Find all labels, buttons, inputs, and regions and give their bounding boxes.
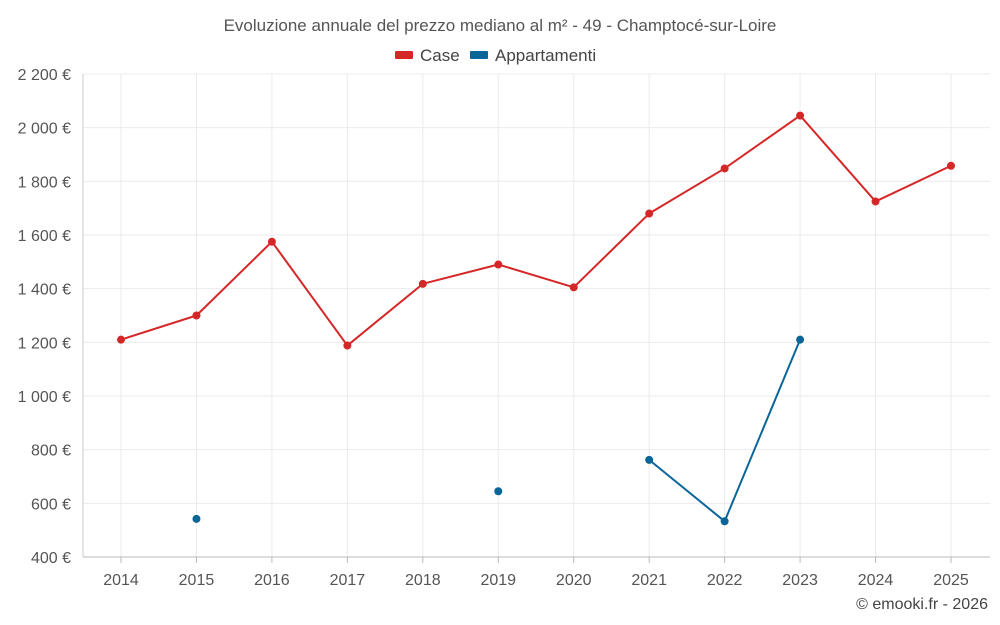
series-line-segment-appartamenti [723, 339, 802, 522]
series-line-segment-case [195, 240, 273, 317]
y-tick-label: 1 000 € [18, 389, 71, 406]
legend: Case Appartamenti [395, 46, 596, 65]
x-tick-label: 2025 [933, 572, 969, 589]
series-case [117, 111, 955, 350]
data-point-appartamenti [494, 487, 503, 496]
x-tick-label: 2024 [858, 572, 894, 589]
legend-label-appartamenti: Appartamenti [495, 46, 596, 65]
x-tick-label: 2014 [103, 572, 139, 589]
axes: 400 € 600 € 800 € 1 000 € 1 200 € 1 400 € 1 60… [18, 67, 990, 589]
data-point-appartamenti [192, 514, 201, 523]
series-line-segment-case [422, 263, 499, 285]
series-line-segment-case [497, 263, 575, 289]
series-line-segment-case [799, 114, 877, 203]
legend-label-case: Case [420, 46, 460, 65]
x-tick-label: 2019 [480, 572, 516, 589]
data-point-appartamenti [796, 335, 805, 344]
y-tick-label: 800 € [31, 443, 71, 460]
x-tick-label: 2015 [179, 572, 215, 589]
series-line-segment-appartamenti [648, 459, 726, 523]
chart-title: Evoluzione annuale del prezzo mediano al… [224, 16, 777, 35]
y-tick-label: 400 € [31, 550, 71, 567]
data-point-appartamenti [720, 517, 729, 526]
series-line-segment-case [724, 114, 801, 170]
data-point-case [871, 197, 880, 206]
x-tick-label: 2020 [556, 572, 592, 589]
y-tick-label: 2 200 € [18, 67, 71, 84]
y-tick-label: 1 800 € [18, 174, 71, 191]
data-point-case [947, 161, 955, 170]
series-line-segment-case [875, 164, 952, 203]
y-tick-label: 1 200 € [18, 335, 71, 352]
x-tick-label: 2017 [330, 572, 366, 589]
gridlines [83, 73, 990, 558]
series-line-segment-case [346, 283, 424, 347]
data-point-case [267, 237, 276, 246]
series-line-segment-case [271, 241, 349, 347]
data-point-case [796, 111, 805, 120]
series-layer [117, 111, 955, 526]
y-tick-label: 2 000 € [18, 121, 71, 138]
legend-swatch-appartamenti [470, 51, 488, 59]
data-point-case [117, 335, 125, 344]
x-tick-label: 2023 [782, 572, 818, 589]
x-tick-label: 2021 [631, 572, 667, 589]
y-tick-label: 1 400 € [18, 282, 71, 299]
x-tick-label: 2016 [254, 572, 290, 589]
series-line-segment-case [573, 212, 650, 289]
legend-swatch-case [395, 51, 413, 59]
data-point-case [418, 279, 427, 288]
credit-text: © emooki.fr - 2026 [856, 596, 988, 613]
series-line-segment-case [648, 167, 726, 215]
data-point-case [645, 209, 654, 218]
y-tick-label: 600 € [31, 496, 71, 513]
y-tick-label: 1 600 € [18, 228, 71, 245]
series-appartamenti [192, 335, 805, 526]
x-tick-label: 2022 [707, 572, 743, 589]
series-line-segment-case [120, 314, 197, 341]
data-point-case [343, 341, 352, 350]
data-point-case [720, 164, 729, 173]
data-point-case [569, 283, 578, 292]
x-tick-label: 2018 [405, 572, 441, 589]
data-point-appartamenti [645, 455, 654, 464]
data-point-case [192, 311, 201, 320]
data-point-case [494, 260, 503, 269]
